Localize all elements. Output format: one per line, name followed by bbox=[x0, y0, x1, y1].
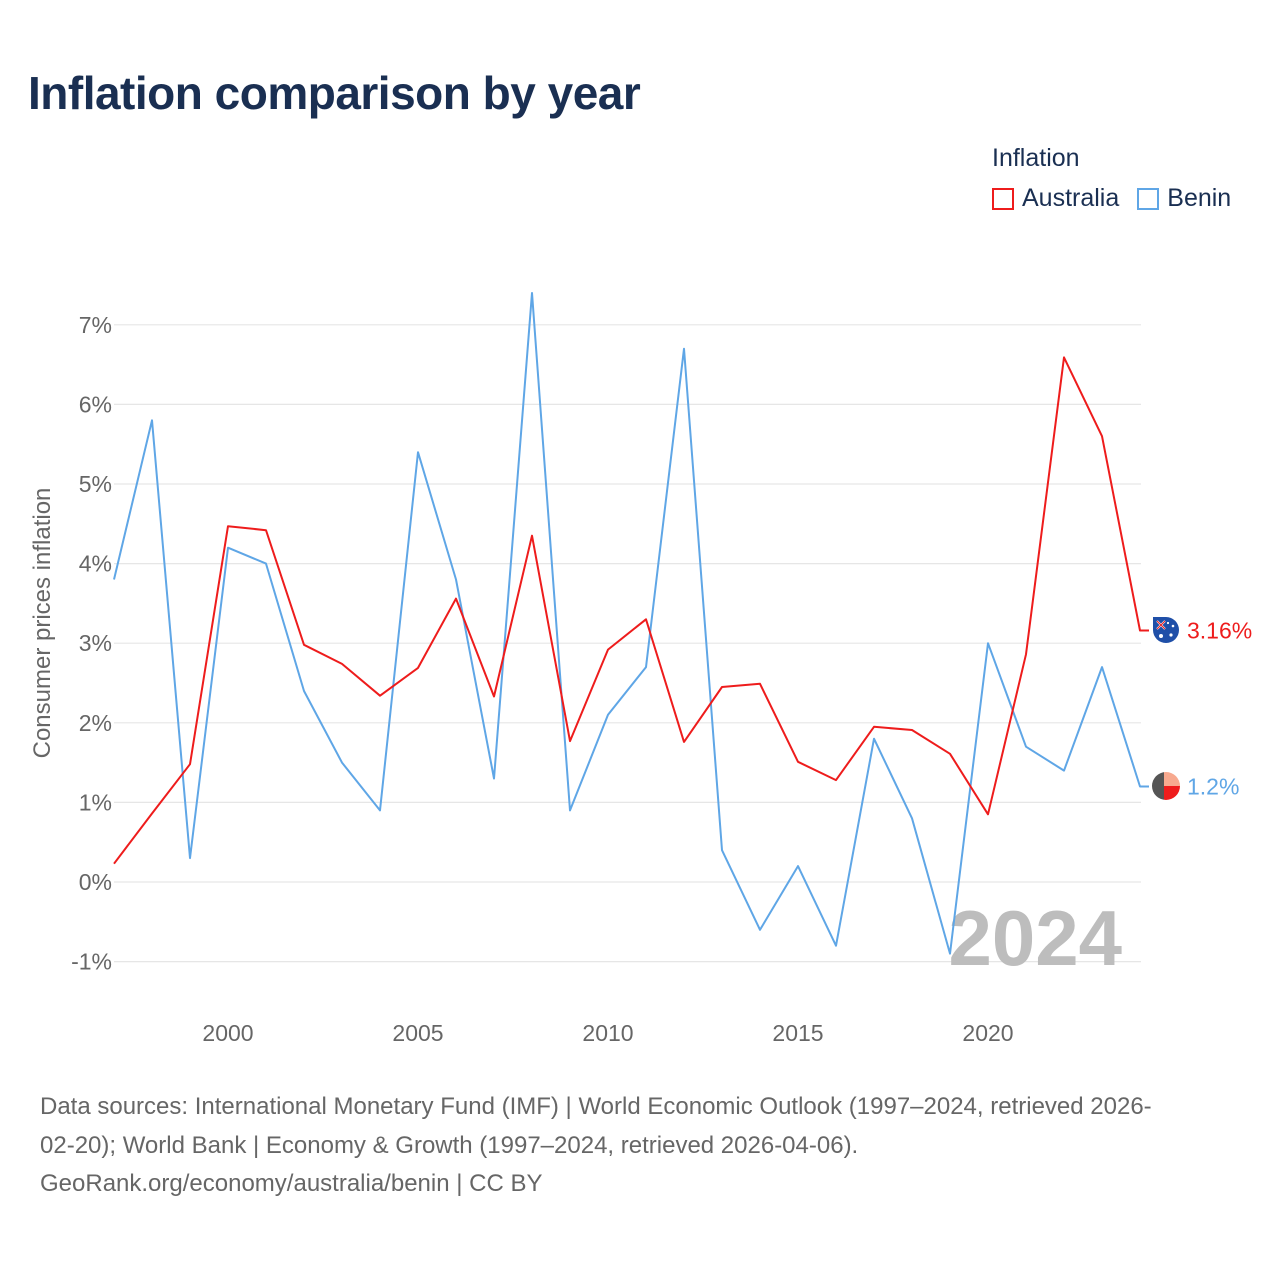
x-tick-label: 2010 bbox=[582, 1020, 633, 1046]
y-axis-label: Consumer prices inflation bbox=[29, 488, 56, 759]
source-line-2: 02-20); World Bank | Economy & Growth (1… bbox=[40, 1131, 859, 1159]
line-chart: -1% 0% 1% 2% 3% 4% 5% 6% 7% 2000 2005 2010 2015 2020… bbox=[29, 292, 1252, 1046]
y-tick-label: 4% bbox=[79, 551, 112, 577]
end-label-australia: 3.16% bbox=[1187, 617, 1252, 643]
end-label-benin: 1.2% bbox=[1187, 773, 1239, 799]
source-note: Data sources: International Monetary Fun… bbox=[40, 1088, 1250, 1204]
grid-lines bbox=[114, 324, 1141, 963]
series-line-australia bbox=[113, 356, 1149, 865]
y-tick-label: 5% bbox=[79, 471, 112, 497]
source-link[interactable]: GeoRank.org/economy/australia/benin | CC… bbox=[40, 1170, 543, 1197]
end-markers bbox=[1152, 617, 1180, 800]
current-year-watermark: 2024 bbox=[948, 894, 1122, 982]
x-tick-label: 2000 bbox=[202, 1020, 253, 1046]
x-axis-ticks: 2000 2005 2010 2015 2020 bbox=[202, 1020, 1013, 1046]
series-lines bbox=[113, 292, 1149, 955]
x-tick-label: 2005 bbox=[392, 1020, 443, 1046]
legend-swatch-benin bbox=[1137, 187, 1160, 210]
y-tick-label: 1% bbox=[79, 789, 112, 815]
legend-swatch-australia bbox=[992, 187, 1014, 210]
y-tick-label: 0% bbox=[79, 869, 112, 895]
legend-title: Inflation bbox=[992, 144, 1080, 172]
y-tick-label: 7% bbox=[79, 312, 112, 338]
y-axis-ticks: -1% 0% 1% 2% 3% 4% 5% 6% 7% bbox=[71, 312, 112, 975]
y-tick-label: 3% bbox=[79, 630, 112, 656]
y-tick-label: -1% bbox=[71, 949, 112, 975]
australia-flag-icon bbox=[1153, 617, 1179, 643]
legend: Australia Benin bbox=[992, 184, 1231, 213]
y-tick-label: 2% bbox=[79, 710, 112, 736]
x-tick-label: 2020 bbox=[962, 1020, 1013, 1046]
series-line-benin bbox=[113, 292, 1149, 955]
legend-label-benin: Benin bbox=[1167, 184, 1232, 212]
source-line-1: Data sources: International Monetary Fun… bbox=[40, 1093, 1152, 1120]
end-labels: 1.2% 3.16% bbox=[1187, 617, 1252, 799]
benin-flag-icon bbox=[1152, 772, 1180, 800]
chart-title: Inflation comparison by year bbox=[28, 67, 641, 119]
legend-item-australia[interactable]: Australia bbox=[992, 184, 1119, 213]
legend-label-australia: Australia bbox=[1022, 184, 1120, 212]
x-tick-label: 2015 bbox=[772, 1020, 823, 1046]
y-tick-label: 6% bbox=[79, 391, 112, 417]
legend-item-benin[interactable]: Benin bbox=[1137, 184, 1231, 213]
